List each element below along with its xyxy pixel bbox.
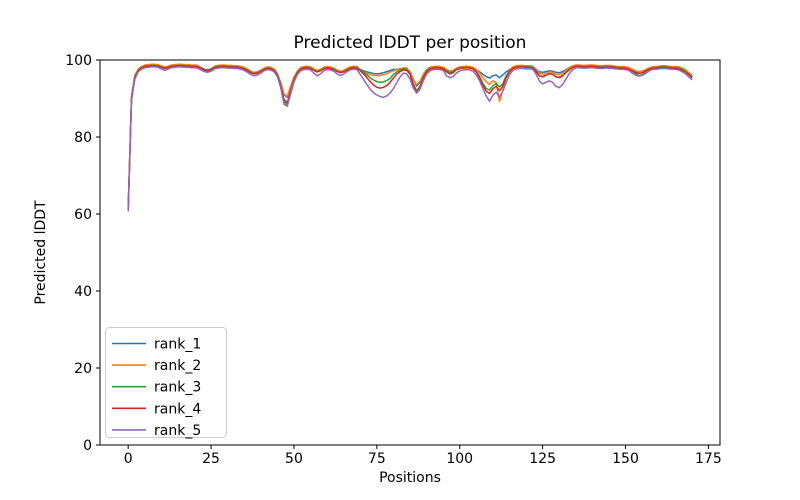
series-line-rank_4 — [127, 65, 693, 211]
y-tick-label: 0 — [83, 438, 92, 454]
y-tick-label: 20 — [74, 361, 92, 377]
x-tick-label: 75 — [368, 451, 386, 467]
legend-box — [105, 327, 227, 438]
x-tick-label: 0 — [124, 451, 133, 467]
x-axis-ticks: 0 25 50 75 100 125 150 175 — [124, 445, 722, 467]
x-tick-label: 175 — [695, 451, 722, 467]
x-tick-label: 100 — [446, 451, 473, 467]
series-line-rank_5 — [127, 66, 693, 212]
series-line-rank_2 — [127, 63, 693, 211]
legend-label-rank_3: rank_3 — [154, 380, 201, 396]
axes-spines — [99, 59, 721, 446]
x-tick-label: 150 — [612, 451, 639, 467]
y-tick-label: 80 — [74, 130, 92, 146]
y-tick-label: 100 — [65, 53, 92, 69]
legend-label-rank_1: rank_1 — [154, 337, 201, 353]
legend-label-rank_5: rank_5 — [154, 423, 201, 439]
chart-title: Predicted lDDT per position — [294, 33, 527, 53]
legend: rank_1 rank_2 rank_3 rank_4 rank_5 — [105, 327, 227, 439]
plot-lines — [127, 63, 693, 212]
x-axis-label: Positions — [379, 470, 441, 486]
legend-label-rank_4: rank_4 — [154, 401, 201, 417]
y-axis-ticks: 0 20 40 60 80 100 — [65, 53, 100, 454]
y-axis-label: Predicted lDDT — [33, 200, 49, 305]
x-tick-label: 25 — [202, 451, 220, 467]
x-tick-label: 50 — [285, 451, 303, 467]
y-tick-label: 60 — [74, 207, 92, 223]
y-tick-label: 40 — [74, 284, 92, 300]
legend-label-rank_2: rank_2 — [154, 358, 201, 374]
x-tick-label: 125 — [529, 451, 556, 467]
